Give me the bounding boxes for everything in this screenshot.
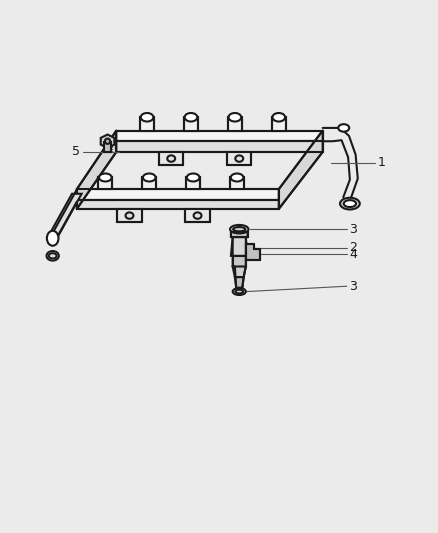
Ellipse shape xyxy=(143,173,155,181)
Polygon shape xyxy=(230,177,244,189)
Ellipse shape xyxy=(47,231,58,246)
Ellipse shape xyxy=(105,139,110,144)
Polygon shape xyxy=(117,209,141,222)
Polygon shape xyxy=(271,117,285,131)
Text: 5: 5 xyxy=(72,146,80,158)
Ellipse shape xyxy=(230,173,243,181)
Polygon shape xyxy=(230,237,247,256)
Polygon shape xyxy=(116,131,322,141)
Polygon shape xyxy=(185,209,209,222)
Polygon shape xyxy=(227,117,241,131)
Ellipse shape xyxy=(230,225,248,233)
Polygon shape xyxy=(142,177,156,189)
Text: 2: 2 xyxy=(348,241,356,254)
Ellipse shape xyxy=(99,173,111,181)
Polygon shape xyxy=(278,131,322,209)
Polygon shape xyxy=(104,142,110,152)
Ellipse shape xyxy=(228,113,240,122)
Polygon shape xyxy=(100,134,114,148)
Polygon shape xyxy=(234,277,243,288)
Text: 3: 3 xyxy=(348,223,356,236)
Text: 3: 3 xyxy=(348,280,356,293)
Polygon shape xyxy=(230,232,247,237)
Ellipse shape xyxy=(125,213,133,219)
Text: 4: 4 xyxy=(348,248,356,261)
Ellipse shape xyxy=(235,290,243,293)
Ellipse shape xyxy=(272,113,284,122)
Polygon shape xyxy=(227,152,251,165)
Polygon shape xyxy=(245,244,259,260)
Polygon shape xyxy=(77,200,278,209)
Text: 1: 1 xyxy=(377,156,385,169)
Polygon shape xyxy=(98,177,112,189)
Ellipse shape xyxy=(184,113,197,122)
Ellipse shape xyxy=(167,156,175,162)
Polygon shape xyxy=(140,117,154,131)
Polygon shape xyxy=(186,177,200,189)
Ellipse shape xyxy=(343,200,355,207)
Ellipse shape xyxy=(46,251,59,261)
Polygon shape xyxy=(48,193,81,237)
Polygon shape xyxy=(232,266,245,277)
Ellipse shape xyxy=(337,124,349,132)
Polygon shape xyxy=(232,256,245,266)
Polygon shape xyxy=(159,152,183,165)
Ellipse shape xyxy=(232,288,245,295)
Ellipse shape xyxy=(339,198,359,209)
Ellipse shape xyxy=(193,213,201,219)
Polygon shape xyxy=(77,131,116,209)
Ellipse shape xyxy=(233,227,245,231)
Ellipse shape xyxy=(235,156,243,162)
Polygon shape xyxy=(77,189,278,200)
Polygon shape xyxy=(116,141,322,152)
Ellipse shape xyxy=(49,253,57,259)
Ellipse shape xyxy=(141,113,153,122)
Polygon shape xyxy=(184,117,198,131)
Ellipse shape xyxy=(187,173,199,181)
